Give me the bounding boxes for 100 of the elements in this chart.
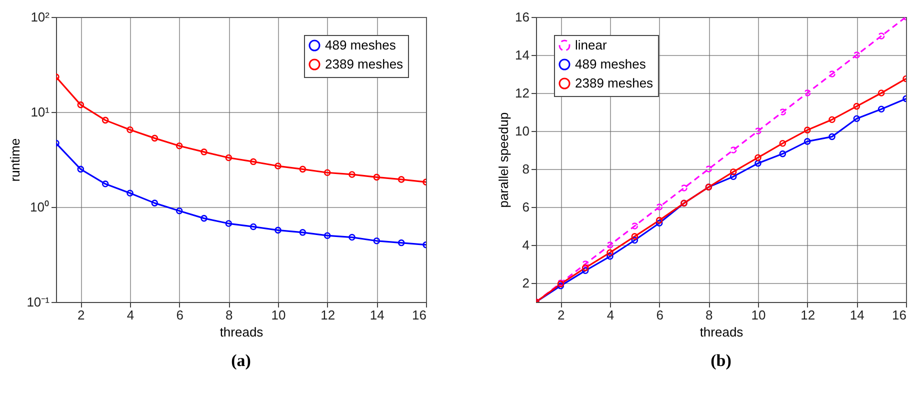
point <box>126 126 134 134</box>
point <box>373 237 380 244</box>
point <box>102 180 109 188</box>
point <box>373 174 380 181</box>
point <box>804 138 811 145</box>
text: (b) <box>710 351 732 370</box>
x-tick-label: 12 <box>320 308 336 322</box>
point <box>730 146 737 154</box>
point <box>324 232 331 239</box>
point <box>176 208 183 214</box>
y-tick-label: 4 <box>522 238 530 252</box>
point <box>705 166 712 172</box>
x-tick-label: 6 <box>656 308 664 322</box>
legend-label: 489 meshes <box>575 56 646 72</box>
x-tick-label: 8 <box>226 308 233 322</box>
point <box>582 267 589 274</box>
y-tick-label: 6 <box>522 200 530 214</box>
point <box>324 169 331 176</box>
point <box>779 150 786 158</box>
point <box>730 173 737 180</box>
point <box>102 116 109 124</box>
point <box>730 168 737 176</box>
point <box>828 133 836 140</box>
point <box>77 101 84 108</box>
x-tick-label: 12 <box>800 308 816 322</box>
x-tick-label: 16 <box>892 308 906 322</box>
y-axis-title: parallel speedup <box>496 112 512 208</box>
point <box>348 234 356 241</box>
y-tick-label: 14 <box>515 48 530 62</box>
point <box>754 160 762 167</box>
x-tick-label: 14 <box>370 308 384 322</box>
y-tick-label: 10⁻¹ <box>26 294 50 310</box>
y-tick-label: 8 <box>522 162 530 176</box>
point <box>754 128 762 134</box>
point <box>828 70 836 78</box>
x-axis-title: threads <box>220 324 264 340</box>
point <box>606 249 614 256</box>
x-tick-label: 14 <box>850 308 864 322</box>
point <box>878 32 885 40</box>
point <box>398 176 405 183</box>
point <box>582 260 589 268</box>
point <box>853 52 860 58</box>
point <box>631 233 638 240</box>
point <box>779 108 786 116</box>
point <box>200 214 208 222</box>
point <box>656 220 663 227</box>
point <box>299 229 306 236</box>
point <box>853 102 860 110</box>
point <box>878 106 885 113</box>
y-tick-label: 10 <box>515 124 530 138</box>
point <box>176 142 183 150</box>
point <box>299 166 306 173</box>
y-axis-title: runtime <box>8 138 23 182</box>
x-tick-label: 10 <box>271 308 286 322</box>
legend-label: 489 meshes <box>325 38 396 52</box>
point <box>225 154 232 162</box>
point <box>853 115 860 122</box>
point <box>250 223 257 230</box>
point <box>656 204 663 210</box>
legend-label: 2389 meshes <box>325 56 404 72</box>
point <box>274 226 282 234</box>
point <box>779 140 786 147</box>
point <box>151 200 158 206</box>
point <box>606 253 614 260</box>
point <box>200 148 208 156</box>
point <box>878 90 885 96</box>
point <box>398 239 405 246</box>
point <box>151 134 158 142</box>
y-tick-label: 10¹ <box>30 104 50 120</box>
y-tick-label: 10⁰ <box>30 200 50 214</box>
point <box>804 90 811 96</box>
x-axis-title: threads <box>700 324 744 340</box>
point <box>77 166 84 173</box>
point <box>126 190 134 196</box>
x-tick-label: 10 <box>751 308 766 322</box>
legend-label: linear <box>575 38 608 52</box>
point <box>250 158 257 166</box>
x-tick-label: 4 <box>606 308 614 322</box>
point <box>225 220 232 227</box>
x-tick-label: 4 <box>126 308 134 322</box>
point <box>656 216 663 224</box>
point <box>631 236 638 244</box>
point <box>631 222 638 230</box>
x-tick-label: 2 <box>558 308 565 322</box>
text: (a) <box>231 351 251 370</box>
y-tick-label: 10² <box>30 10 50 24</box>
y-tick-label: 12 <box>515 86 530 100</box>
point <box>348 171 356 178</box>
point <box>804 126 811 134</box>
x-tick-label: 2 <box>78 308 85 322</box>
legend-label: 2389 meshes <box>575 76 654 90</box>
point <box>754 154 762 161</box>
y-tick-label: 2 <box>522 276 530 290</box>
point <box>606 242 614 248</box>
point <box>582 264 589 272</box>
point <box>274 162 282 170</box>
x-tick-label: 6 <box>176 308 184 322</box>
point <box>680 184 688 192</box>
y-tick-label: 16 <box>515 10 530 24</box>
x-tick-label: 8 <box>706 308 713 322</box>
